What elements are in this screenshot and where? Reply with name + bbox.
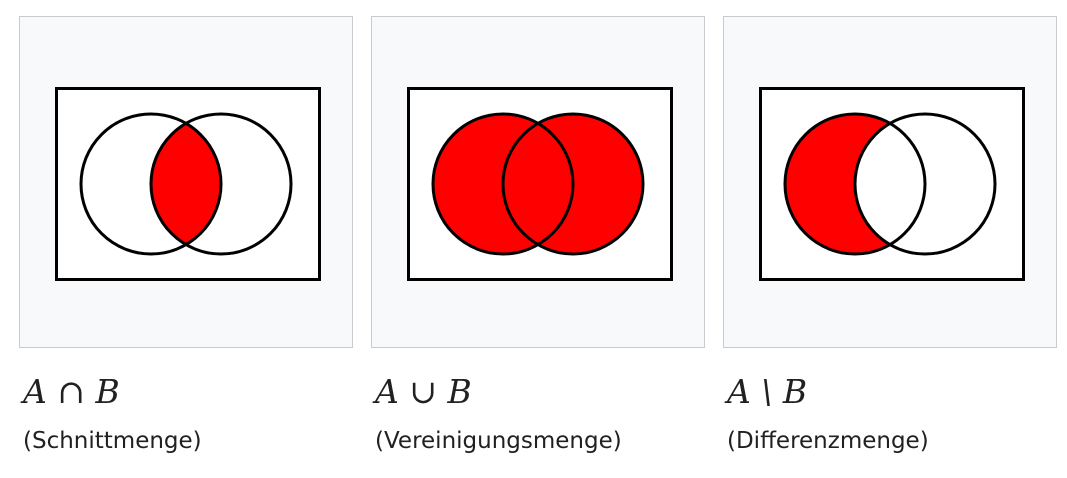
set-b-circle xyxy=(501,112,645,256)
set-a-circle xyxy=(783,112,927,256)
venn-thumbnail[interactable] xyxy=(19,16,353,348)
set-caption: (Differenzmenge) xyxy=(727,428,929,454)
gallery-item-difference: A \ B (Differenzmenge) xyxy=(720,0,1060,478)
venn-diagram-intersection xyxy=(55,87,321,281)
venn-diagram-difference xyxy=(759,87,1025,281)
set-formula: A ∪ B xyxy=(375,372,472,411)
intersection-region xyxy=(151,114,221,254)
gallery-item-union: A ∪ B (Vereinigungsmenge) xyxy=(368,0,708,478)
venn-thumbnail[interactable] xyxy=(371,16,705,348)
set-caption: (Schnittmenge) xyxy=(23,428,202,454)
gallery-item-intersection: A ∩ B (Schnittmenge) xyxy=(16,0,356,478)
venn-diagram-union xyxy=(407,87,673,281)
set-b-circle xyxy=(853,112,997,256)
set-a-circle xyxy=(431,112,575,256)
venn-thumbnail[interactable] xyxy=(723,16,1057,348)
set-a-circle xyxy=(79,112,223,256)
set-formula: A ∩ B xyxy=(23,372,120,411)
set-formula: A \ B xyxy=(727,372,808,411)
set-caption: (Vereinigungsmenge) xyxy=(375,428,622,454)
set-b-circle xyxy=(149,112,293,256)
